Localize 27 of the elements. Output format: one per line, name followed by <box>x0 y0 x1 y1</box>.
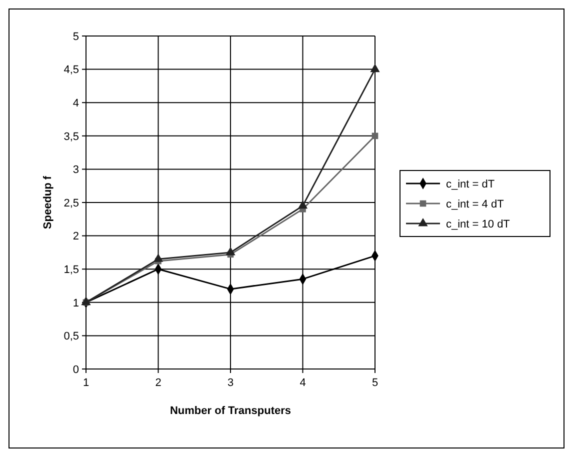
legend-label: c_int = dT <box>446 178 495 190</box>
y-tick-label: 5 <box>72 30 79 43</box>
x-tick-label: 4 <box>300 377 306 389</box>
legend-label: c_int = 4 dT <box>446 198 504 210</box>
point <box>226 246 236 256</box>
x-tick-label: 2 <box>155 377 162 389</box>
x-tick-label: 3 <box>227 377 234 389</box>
y-tick-label: 3 <box>72 164 79 176</box>
x-tick-label: 1 <box>82 377 90 389</box>
point <box>298 200 308 209</box>
y-tick-label: 4 <box>72 97 79 110</box>
y-tick-label: 1 <box>72 297 79 310</box>
x-tick-label: 5 <box>372 377 378 389</box>
point <box>153 254 164 262</box>
y-tick-label: 2,5 <box>64 197 79 210</box>
point <box>372 132 378 140</box>
y-tick-label: 0 <box>72 364 79 376</box>
y-tick-label: 2 <box>72 230 79 243</box>
x-axis-title: Number of Transputers <box>170 405 292 417</box>
y-tick-label: 0,5 <box>64 330 79 343</box>
legend-label: c_int = 10 dT <box>446 218 510 230</box>
y-tick-label: 3,5 <box>64 130 79 143</box>
y-tick-label: 4,5 <box>64 64 79 76</box>
point <box>81 296 91 306</box>
y-tick-label: 1,5 <box>64 264 79 276</box>
point <box>370 64 380 72</box>
y-axis-title: Speedup f <box>42 176 54 230</box>
